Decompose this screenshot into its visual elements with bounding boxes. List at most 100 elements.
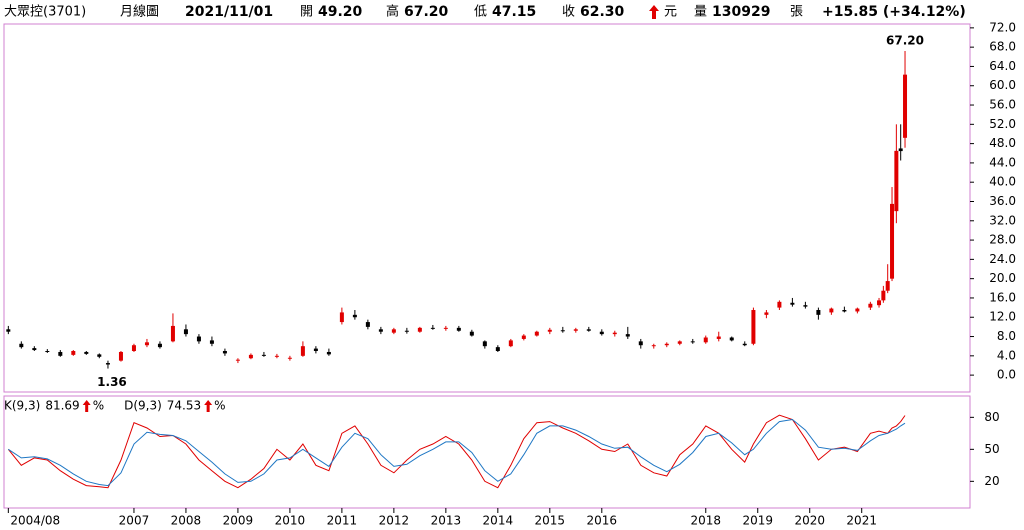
candle-body xyxy=(790,302,795,305)
x-tick-label: 2011 xyxy=(327,514,358,528)
y-tick-label: 50 xyxy=(984,442,999,456)
candle-body xyxy=(881,290,886,301)
candle-body xyxy=(326,351,331,355)
y-tick-label: 32.0 xyxy=(989,213,1016,227)
open-label: 開 xyxy=(300,5,313,20)
candle-body xyxy=(625,334,630,337)
candle-body xyxy=(560,330,565,332)
y-tick-label: 12.0 xyxy=(989,310,1016,324)
kd-panel xyxy=(3,395,971,509)
candle-body xyxy=(19,343,24,348)
unit: 元 xyxy=(664,5,677,20)
close: 62.30 xyxy=(580,4,625,20)
candle-body xyxy=(742,343,747,346)
candle-body xyxy=(6,329,11,332)
close-label: 收 xyxy=(562,5,575,20)
candle-body xyxy=(456,327,461,331)
y-tick-label: 40.0 xyxy=(989,175,1016,189)
x-tick-label: 2007 xyxy=(119,514,150,528)
candle-body xyxy=(638,341,643,346)
candle-body xyxy=(84,351,89,354)
candle-body xyxy=(131,345,136,352)
candle-body xyxy=(97,354,102,357)
x-tick-label: 2021 xyxy=(846,514,877,528)
y-tick-label: 64.0 xyxy=(989,59,1016,73)
y-tick-label: 4.0 xyxy=(997,348,1016,362)
candle-body xyxy=(417,327,422,332)
y-tick-label: 80 xyxy=(984,410,999,424)
candle-body xyxy=(612,332,617,335)
candle-body xyxy=(586,329,591,331)
stock-name: 大眾控(3701) xyxy=(4,5,86,20)
y-tick-label: 72.0 xyxy=(989,20,1016,34)
low-label: 低 xyxy=(474,5,487,20)
y-tick-label: 16.0 xyxy=(989,290,1016,304)
legend-arrow xyxy=(82,400,91,412)
y-tick-label: 8.0 xyxy=(997,329,1016,343)
high: 67.20 xyxy=(404,4,449,20)
candle-body xyxy=(716,336,721,339)
candle-body xyxy=(469,331,474,336)
candle-body xyxy=(829,308,834,313)
high-label: 高 xyxy=(386,4,399,20)
candle-body xyxy=(71,351,76,355)
y-tick-label: 68.0 xyxy=(989,40,1016,54)
candle-body xyxy=(196,336,201,342)
y-tick-label: 20 xyxy=(984,474,999,488)
y-tick-label: 28.0 xyxy=(989,233,1016,247)
x-tick-label: 2015 xyxy=(535,514,566,528)
candle-body xyxy=(430,327,435,329)
candle-body xyxy=(877,300,882,306)
candle-body xyxy=(777,301,782,308)
x-tick-label: 2012 xyxy=(379,514,410,528)
period: 月線圖 xyxy=(120,4,159,20)
legend-unit: % xyxy=(214,399,225,413)
candle-body xyxy=(651,345,656,347)
y-tick-label: 20.0 xyxy=(989,271,1016,285)
candle-body xyxy=(521,335,526,339)
candle-body xyxy=(45,351,50,353)
candle-body xyxy=(894,150,899,212)
kd-line xyxy=(7,414,906,489)
volume-label: 量 xyxy=(694,5,707,20)
candle-body xyxy=(751,310,756,344)
legend-value: 81.69 xyxy=(45,399,79,413)
y-tick-label: 36.0 xyxy=(989,194,1016,208)
candle-body xyxy=(105,363,110,365)
candle-body xyxy=(816,310,821,315)
change: +15.85 (+34.12%) xyxy=(822,4,966,20)
candle-body xyxy=(248,354,253,359)
candle-body xyxy=(58,351,63,356)
candle-body xyxy=(898,148,903,152)
candle-body xyxy=(339,312,344,323)
x-tick-label: 2004/08 xyxy=(10,514,60,528)
candle-body xyxy=(599,331,604,335)
candle-body xyxy=(690,341,695,343)
candle-body xyxy=(495,347,500,352)
candle-body xyxy=(235,359,240,361)
x-tick-label: 2016 xyxy=(587,514,618,528)
candle-body xyxy=(209,340,214,344)
y-tick-label: 44.0 xyxy=(989,155,1016,169)
candle-body xyxy=(482,341,487,347)
x-tick-label: 2008 xyxy=(171,514,202,528)
x-tick-label: 2019 xyxy=(742,514,773,528)
candle-body xyxy=(32,348,37,351)
x-tick-label: 2020 xyxy=(794,514,825,528)
candle-body xyxy=(803,305,808,307)
x-tick-label: 2018 xyxy=(690,514,721,528)
x-tick-label: 2013 xyxy=(431,514,462,528)
candle-body xyxy=(764,312,769,315)
volume-unit: 張 xyxy=(790,5,803,20)
candle-body xyxy=(144,342,149,346)
candle-body xyxy=(300,346,305,356)
candle-body xyxy=(287,357,292,359)
candle-body xyxy=(890,203,895,279)
up-arrow xyxy=(649,5,659,19)
x-tick-label: 2014 xyxy=(483,514,514,528)
candle-body xyxy=(547,329,552,332)
candle-body xyxy=(855,308,860,312)
low: 47.15 xyxy=(492,4,536,20)
candle-body xyxy=(378,329,383,332)
